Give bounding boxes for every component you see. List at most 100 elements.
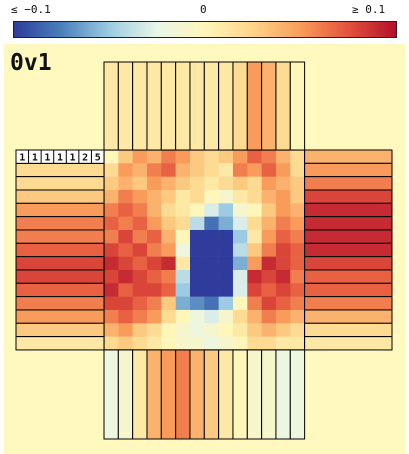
left-bar (15, 269, 105, 284)
heatmap-cell (232, 203, 248, 217)
right-bar (304, 269, 393, 284)
right-bar (304, 282, 393, 298)
row-label: 1 (32, 152, 38, 163)
heatmap-cell (261, 189, 277, 204)
heatmap-cell (275, 296, 291, 311)
heatmap-cell (175, 296, 191, 311)
heatmap-cell (290, 243, 305, 257)
heatmap-cell (204, 243, 219, 257)
heatmap-cell (118, 203, 133, 217)
heatmap-cell (104, 243, 119, 257)
bottom-bar (232, 349, 248, 440)
heatmap-cell (118, 229, 133, 244)
heatmap-cell (132, 189, 148, 204)
heatmap-cell (247, 309, 262, 324)
heatmap-cell (275, 176, 291, 191)
heatmap-cell (204, 336, 219, 351)
heatmap-cell (218, 243, 234, 257)
top-bar (218, 61, 234, 151)
top-bar (203, 61, 220, 151)
heatmap-cell (261, 176, 277, 191)
heatmap-cell (247, 256, 262, 271)
heatmap-cell (247, 203, 262, 217)
heatmap-cell (118, 176, 133, 191)
heatmap-cell (189, 323, 205, 337)
heatmap-cell (118, 256, 133, 271)
heatmap-cell (118, 163, 133, 177)
heatmap-cell (247, 150, 262, 164)
heatmap-cell (146, 189, 162, 204)
top-bar (275, 61, 291, 151)
heatmap-cell (175, 229, 191, 244)
heatmap-cell (232, 296, 248, 311)
row-label-box (15, 149, 105, 164)
heatmap-cell (232, 216, 248, 231)
heatmap-cell (132, 243, 148, 257)
heatmap-cell (175, 269, 191, 284)
heatmap-cell (290, 176, 305, 191)
heatmap-cell (104, 229, 119, 244)
heatmap-cell (204, 163, 219, 177)
top-bar (246, 61, 263, 151)
heatmap-cell (146, 256, 162, 271)
heatmap-cell (132, 323, 148, 337)
heatmap-cell (161, 216, 176, 231)
heatmap-cell (175, 283, 191, 297)
heatmap-cell (232, 176, 248, 191)
heatmap-cell (261, 216, 277, 231)
heatmap-cell (132, 256, 148, 271)
heatmap-cell (104, 336, 119, 351)
top-bar (232, 61, 248, 151)
heatmap-cell (189, 163, 205, 177)
heatmap-cell (261, 243, 277, 257)
heatmap-cell (161, 309, 176, 324)
top-bar (103, 61, 119, 151)
heatmap-cell (232, 256, 248, 271)
heatmap-cell (261, 296, 277, 311)
heatmap-cell (189, 296, 205, 311)
heatmap-cell (189, 269, 205, 284)
heatmap-cell (247, 296, 262, 311)
heatmap-cell (204, 216, 219, 231)
heatmap-cell (146, 229, 162, 244)
heatmap-cell (118, 336, 133, 351)
heatmap-cell (118, 216, 133, 231)
heatmap-cell (175, 203, 191, 217)
heatmap-cell (290, 216, 305, 231)
top-bar (146, 61, 162, 151)
heatmap-cell (218, 309, 234, 324)
heatmap-cell (189, 189, 205, 204)
heatmap-cell (118, 189, 133, 204)
row-label: 5 (95, 152, 101, 163)
heatmap-cell (275, 163, 291, 177)
heatmap-cell (218, 323, 234, 337)
heatmap-cell (218, 216, 234, 231)
right-bar (304, 149, 393, 164)
heatmap-cell (132, 283, 148, 297)
heatmap-cell (132, 176, 148, 191)
heatmap-cell (232, 336, 248, 351)
heatmap-cell (204, 229, 219, 244)
bottom-bar (261, 349, 277, 440)
heatmap-cell (275, 243, 291, 257)
heatmap-cell (189, 216, 205, 231)
top-bar (132, 61, 148, 151)
heatmap-cell (275, 216, 291, 231)
heatmap-cell (204, 203, 219, 217)
heatmap-cell (146, 296, 162, 311)
bottom-bar (160, 349, 177, 440)
panel-title: 0v1 (10, 50, 52, 76)
heatmap-cell (247, 229, 262, 244)
heatmap-cell (204, 309, 219, 324)
heatmap-cell (290, 163, 305, 177)
heatmap-cell (104, 269, 119, 284)
row-label: 1 (57, 152, 63, 163)
bottom-bar (246, 349, 263, 440)
heatmap-cell (218, 229, 234, 244)
heatmap-cell (218, 150, 234, 164)
heatmap-cell (232, 229, 248, 244)
heatmap-cell (261, 269, 277, 284)
heatmap-cell (290, 296, 305, 311)
heatmap-cell (104, 203, 119, 217)
heatmap-cell (104, 189, 119, 204)
